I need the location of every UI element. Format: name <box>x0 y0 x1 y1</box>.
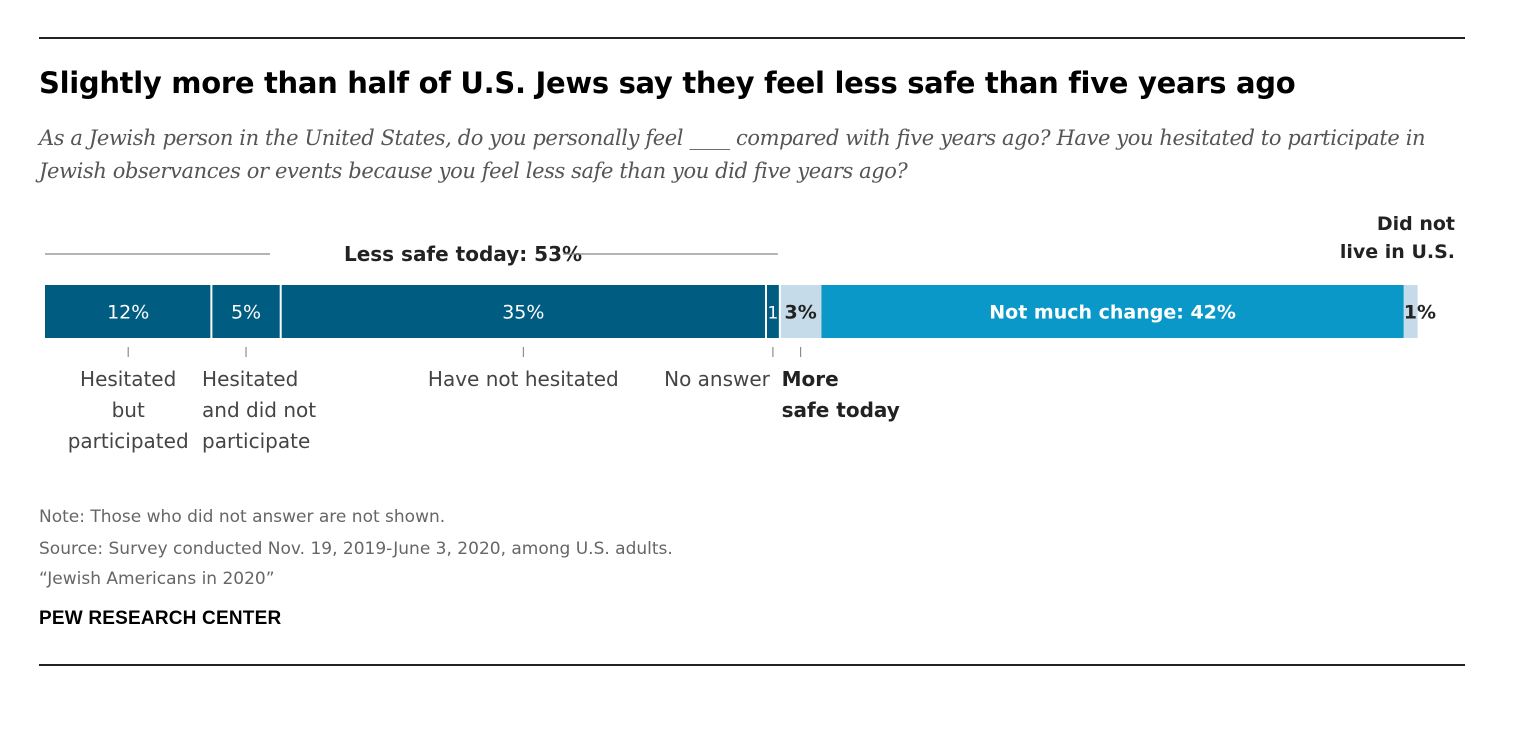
group-label-less-safe: Less safe today: 53% <box>344 242 582 266</box>
bar-label-hesitated-and-did-not-participate: 5% <box>231 302 261 324</box>
category-label-no-answer: No answer <box>664 367 771 391</box>
category-label-hesitated-but-participated: but <box>112 398 145 422</box>
category-label-hesitated-but-participated: participated <box>68 429 189 453</box>
category-label-did-not-live-in-us: live in U.S. <box>1340 241 1455 263</box>
category-label-did-not-live-in-us: Did not <box>1377 213 1455 235</box>
bar-label-did-not-live-in-u-s: 1% <box>1404 302 1436 324</box>
bar-hesitated-and-did-not-participate <box>211 285 281 338</box>
bar-have-not-hesitated <box>280 285 766 338</box>
chart-note: Note: Those who did not answer are not s… <box>39 507 446 527</box>
brand-logo-text: PEW RESEARCH CENTER <box>39 608 282 629</box>
bar-not-much-change <box>821 285 1404 338</box>
chart-title: Slightly more than half of U.S. Jews say… <box>39 66 1296 100</box>
category-label-hesitated-and-did-not-participate: and did not <box>202 398 316 422</box>
bar-hesitated-but-participated <box>45 285 212 338</box>
bar-label-hesitated-but-participated: 12% <box>107 302 149 324</box>
bar-more-safe-today <box>779 285 822 338</box>
category-label-hesitated-and-did-not-participate: Hesitated <box>202 367 298 391</box>
category-label-have-not-hesitated: Have not hesitated <box>428 367 619 391</box>
bar-label-no-answer: 1 <box>767 304 778 324</box>
chart-subtitle: As a Jewish person in the United States,… <box>39 126 1426 183</box>
category-label-hesitated-but-participated: Hesitated <box>80 367 176 391</box>
stacked-bar-chart: 12% 5% 35% 1 3% Not much change: 42% 1% Less sa… <box>45 213 1455 453</box>
bar-label-more-safe-today: 3% <box>785 302 817 324</box>
category-label-hesitated-and-did-not-participate: participate <box>202 429 310 453</box>
chart-source: Source: Survey conducted Nov. 19, 2019-J… <box>39 539 673 559</box>
chart-report: “Jewish Americans in 2020” <box>39 569 275 589</box>
bar-label-not-much-change: Not much change: 42% <box>989 302 1236 324</box>
bar-did-not-live-in-u-s <box>1403 285 1418 338</box>
top-rule <box>39 37 1465 39</box>
category-label-more-safe-today: safe today <box>782 398 900 422</box>
bar-label-have-not-hesitated: 35% <box>502 302 544 324</box>
bottom-rule <box>39 664 1465 666</box>
category-label-more-safe-today: More <box>782 367 839 391</box>
bar-no-answer <box>765 285 780 338</box>
